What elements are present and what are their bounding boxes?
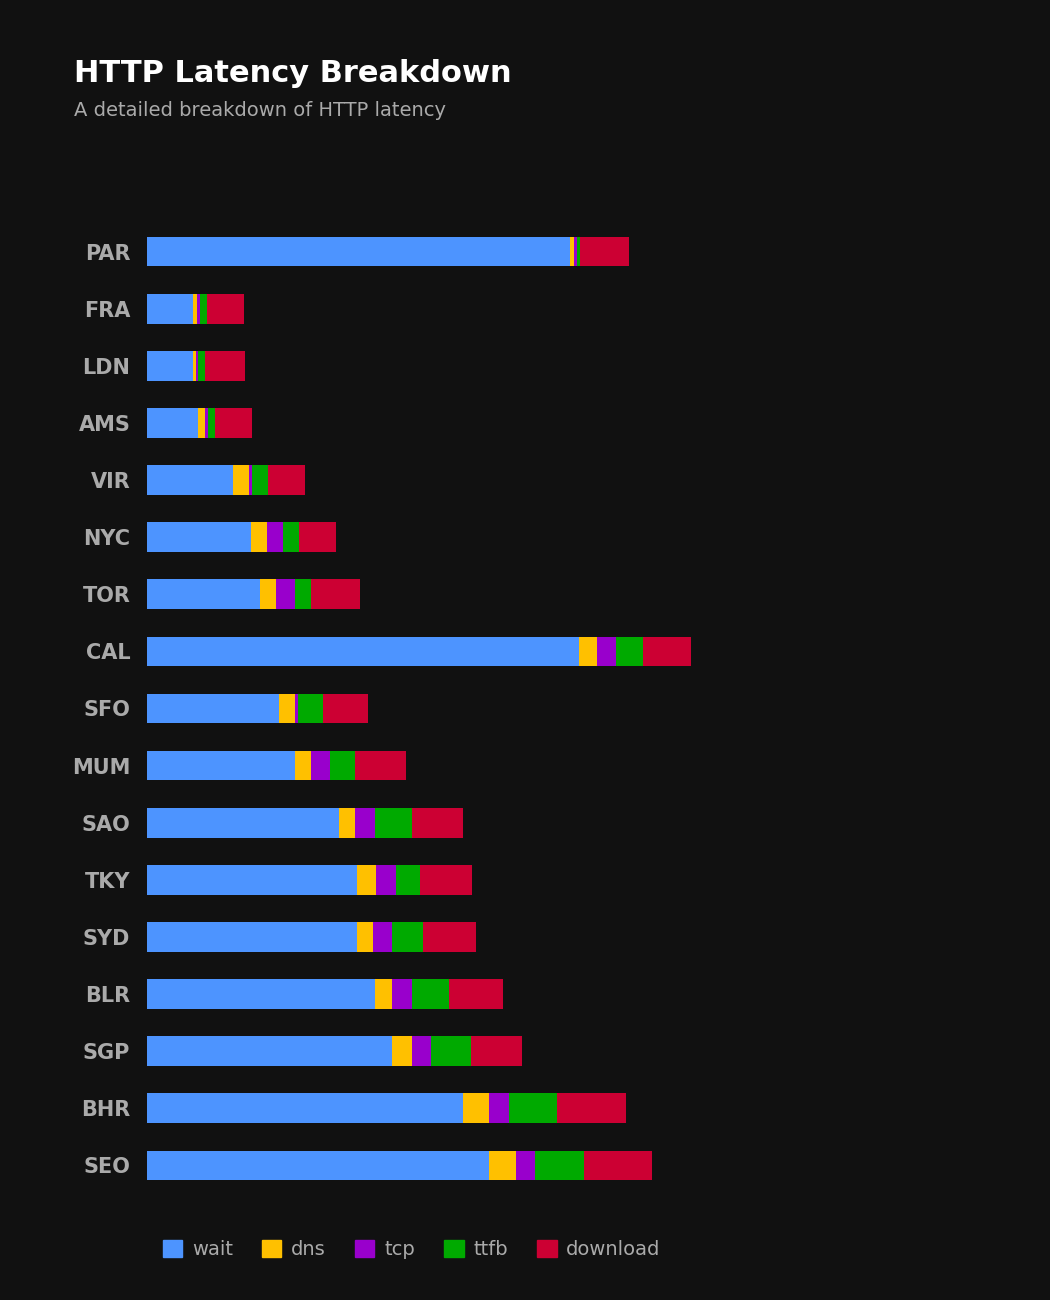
Bar <box>147 751 295 780</box>
Bar <box>147 237 570 266</box>
Bar <box>298 523 336 552</box>
Bar <box>147 807 339 837</box>
Bar <box>580 237 629 266</box>
Legend: wait, dns, tcp, ttfb, download: wait, dns, tcp, ttfb, download <box>154 1232 669 1268</box>
Bar <box>205 408 208 438</box>
Bar <box>147 351 193 381</box>
Bar <box>616 637 643 666</box>
Bar <box>489 1093 508 1123</box>
Bar <box>207 294 244 324</box>
Bar <box>197 294 200 324</box>
Bar <box>584 1150 652 1180</box>
Bar <box>536 1150 584 1180</box>
Bar <box>393 922 423 952</box>
Bar <box>276 580 295 610</box>
Bar <box>205 351 245 381</box>
Bar <box>282 523 298 552</box>
Bar <box>268 465 304 495</box>
Bar <box>376 864 396 894</box>
Bar <box>580 637 596 666</box>
Bar <box>393 979 412 1009</box>
Bar <box>574 237 578 266</box>
Bar <box>375 807 412 837</box>
Bar <box>147 465 233 495</box>
Bar <box>470 1036 522 1066</box>
Bar <box>147 864 357 894</box>
Bar <box>251 523 267 552</box>
Bar <box>355 807 375 837</box>
Bar <box>193 294 197 324</box>
Bar <box>578 237 580 266</box>
Bar <box>423 922 476 952</box>
Text: HTTP Latency Breakdown: HTTP Latency Breakdown <box>74 58 511 87</box>
Bar <box>147 408 198 438</box>
Bar <box>331 751 355 780</box>
Bar <box>147 1036 393 1066</box>
Bar <box>200 294 207 324</box>
Bar <box>448 979 503 1009</box>
Bar <box>147 637 580 666</box>
Bar <box>412 979 448 1009</box>
Bar <box>412 807 463 837</box>
Bar <box>279 694 295 723</box>
Bar <box>322 694 369 723</box>
Bar <box>233 465 249 495</box>
Bar <box>147 294 193 324</box>
Bar <box>339 807 355 837</box>
Bar <box>357 864 376 894</box>
Bar <box>311 580 359 610</box>
Bar <box>396 864 420 894</box>
Bar <box>252 465 268 495</box>
Bar <box>147 1093 463 1123</box>
Bar <box>147 979 375 1009</box>
Bar <box>295 694 298 723</box>
Bar <box>260 580 276 610</box>
Bar <box>430 1036 470 1066</box>
Bar <box>147 523 251 552</box>
Bar <box>489 1150 516 1180</box>
Bar <box>147 922 357 952</box>
Bar <box>373 922 393 952</box>
Bar <box>558 1093 626 1123</box>
Bar <box>198 408 205 438</box>
Bar <box>311 751 331 780</box>
Bar <box>463 1093 489 1123</box>
Bar <box>643 637 691 666</box>
Bar <box>295 580 311 610</box>
Bar <box>393 1036 412 1066</box>
Bar <box>267 523 282 552</box>
Bar <box>357 922 373 952</box>
Bar <box>412 1036 430 1066</box>
Bar <box>375 979 393 1009</box>
Bar <box>198 351 205 381</box>
Bar <box>147 694 279 723</box>
Bar <box>570 237 574 266</box>
Bar <box>516 1150 536 1180</box>
Bar <box>147 580 260 610</box>
Bar <box>295 751 311 780</box>
Bar <box>249 465 252 495</box>
Bar <box>420 864 471 894</box>
Bar <box>215 408 252 438</box>
Bar <box>147 1150 489 1180</box>
Bar <box>195 351 198 381</box>
Text: A detailed breakdown of HTTP latency: A detailed breakdown of HTTP latency <box>74 101 445 121</box>
Bar <box>508 1093 558 1123</box>
Bar <box>298 694 322 723</box>
Bar <box>193 351 195 381</box>
Bar <box>208 408 215 438</box>
Bar <box>355 751 406 780</box>
Bar <box>596 637 616 666</box>
